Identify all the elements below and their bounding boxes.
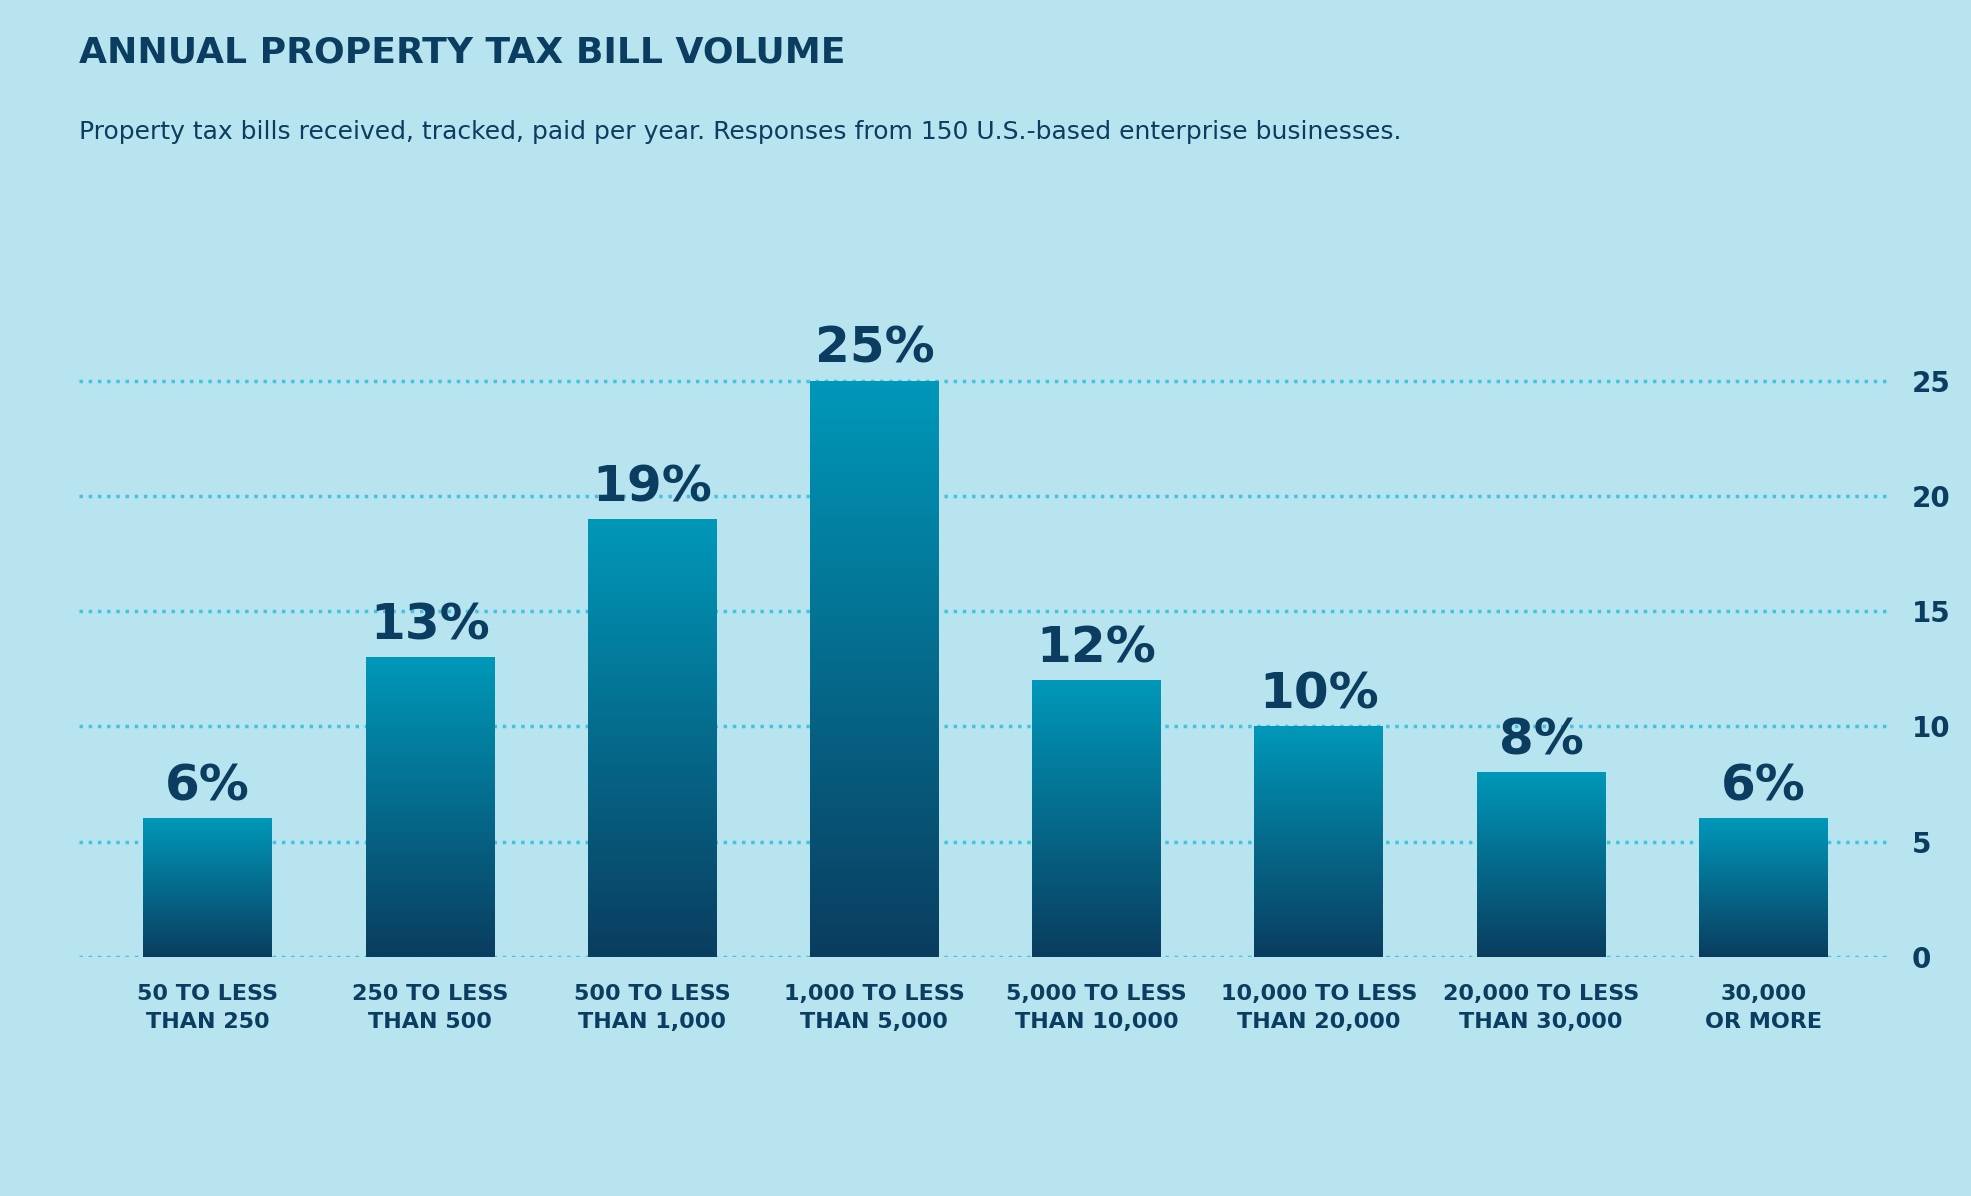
Text: 8%: 8% bbox=[1498, 716, 1583, 764]
Text: 10%: 10% bbox=[1259, 671, 1378, 719]
Text: 6%: 6% bbox=[1721, 763, 1805, 811]
Text: 25%: 25% bbox=[814, 325, 934, 373]
Text: 13%: 13% bbox=[371, 602, 491, 649]
Text: 19%: 19% bbox=[591, 463, 712, 511]
Text: Property tax bills received, tracked, paid per year. Responses from 150 U.S.-bas: Property tax bills received, tracked, pa… bbox=[79, 120, 1401, 144]
Text: 12%: 12% bbox=[1037, 624, 1157, 672]
Text: ANNUAL PROPERTY TAX BILL VOLUME: ANNUAL PROPERTY TAX BILL VOLUME bbox=[79, 36, 846, 69]
Text: 6%: 6% bbox=[166, 763, 250, 811]
